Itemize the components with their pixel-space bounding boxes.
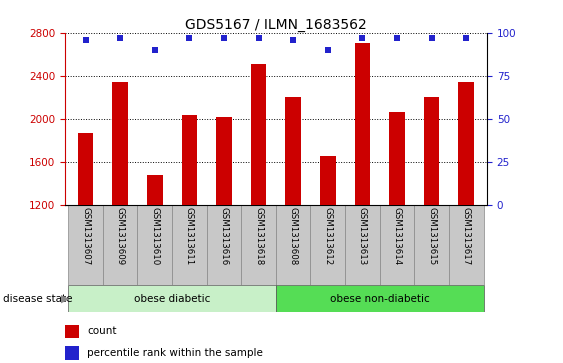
Text: GSM1313614: GSM1313614 — [392, 208, 401, 266]
Text: GSM1313616: GSM1313616 — [220, 208, 229, 266]
Text: disease state: disease state — [3, 294, 72, 303]
Bar — [449, 205, 484, 285]
Bar — [103, 205, 137, 285]
Text: GSM1313609: GSM1313609 — [115, 208, 124, 266]
Bar — [78, 133, 93, 205]
Bar — [458, 82, 474, 205]
Bar — [65, 346, 79, 359]
Bar — [65, 325, 79, 338]
Text: count: count — [87, 326, 117, 336]
Bar — [345, 205, 379, 285]
Point — [323, 47, 332, 53]
Title: GDS5167 / ILMN_1683562: GDS5167 / ILMN_1683562 — [185, 18, 367, 32]
Bar — [414, 205, 449, 285]
Text: GSM1313611: GSM1313611 — [185, 208, 194, 266]
Bar — [379, 205, 414, 285]
Bar — [276, 285, 484, 312]
Bar — [137, 205, 172, 285]
Bar — [68, 205, 103, 285]
Point — [462, 35, 471, 41]
Bar — [310, 205, 345, 285]
Point — [427, 35, 436, 41]
Point — [358, 35, 367, 41]
Bar — [389, 113, 405, 205]
Text: GSM1313608: GSM1313608 — [289, 208, 298, 266]
Text: GSM1313612: GSM1313612 — [323, 208, 332, 266]
Text: GSM1313617: GSM1313617 — [462, 208, 471, 266]
Bar — [172, 205, 207, 285]
Point — [115, 35, 124, 41]
Point — [185, 35, 194, 41]
Text: GSM1313610: GSM1313610 — [150, 208, 159, 266]
Text: GSM1313618: GSM1313618 — [254, 208, 263, 266]
Text: ▶: ▶ — [61, 294, 69, 303]
Bar — [355, 44, 370, 205]
Point — [289, 37, 298, 42]
Bar — [68, 285, 276, 312]
Bar — [276, 205, 310, 285]
Point — [81, 37, 90, 42]
Text: GSM1313615: GSM1313615 — [427, 208, 436, 266]
Point — [392, 35, 401, 41]
Bar — [207, 205, 242, 285]
Point — [150, 47, 159, 53]
Point — [220, 35, 229, 41]
Bar — [181, 115, 197, 205]
Point — [254, 35, 263, 41]
Bar — [216, 117, 232, 205]
Bar — [251, 64, 266, 205]
Text: GSM1313613: GSM1313613 — [358, 208, 367, 266]
Text: GSM1313607: GSM1313607 — [81, 208, 90, 266]
Bar — [285, 97, 301, 205]
Bar — [113, 82, 128, 205]
Text: obese non-diabetic: obese non-diabetic — [330, 294, 430, 303]
Bar — [242, 205, 276, 285]
Bar — [147, 175, 163, 205]
Bar — [424, 97, 439, 205]
Text: percentile rank within the sample: percentile rank within the sample — [87, 348, 263, 358]
Text: obese diabetic: obese diabetic — [134, 294, 210, 303]
Bar — [320, 155, 336, 205]
